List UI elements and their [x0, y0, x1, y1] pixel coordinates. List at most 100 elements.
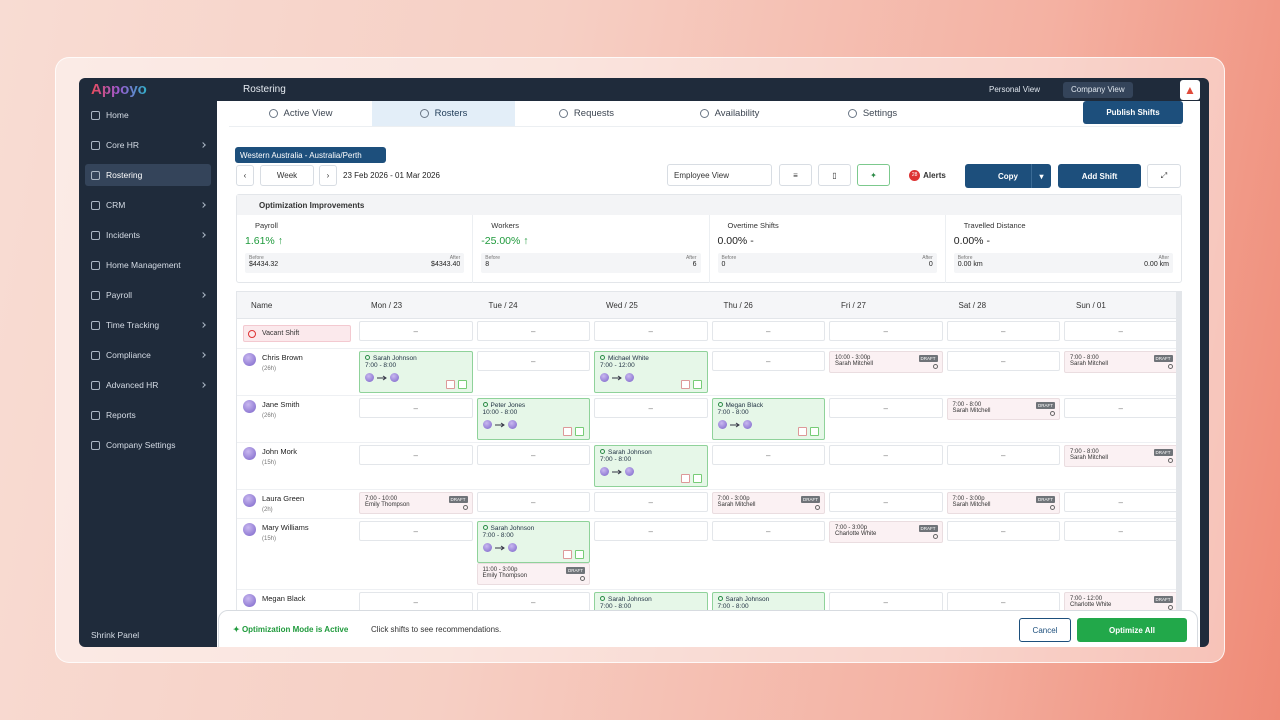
nav-item[interactable]: Compliance — [85, 344, 211, 366]
nav-item[interactable]: Core HR — [85, 134, 211, 156]
shrink-panel[interactable]: Shrink Panel — [91, 630, 140, 640]
cancel-button[interactable]: Cancel — [1019, 618, 1071, 642]
arrow — [494, 422, 506, 428]
nav-item[interactable]: Payroll — [85, 284, 211, 306]
empty-slot[interactable]: – — [1064, 398, 1178, 418]
range-select[interactable]: Week — [260, 165, 314, 186]
empty-slot[interactable]: – — [1064, 492, 1178, 512]
empty-slot[interactable]: – — [1064, 521, 1178, 541]
nav-item[interactable]: Advanced HR — [85, 374, 211, 396]
company-view[interactable]: Company View — [1063, 82, 1133, 98]
tab[interactable]: Settings — [801, 101, 944, 126]
accept-button[interactable] — [575, 427, 584, 436]
personal-view[interactable]: Personal View — [989, 85, 1040, 94]
nav-item[interactable]: Incidents — [85, 224, 211, 246]
suggestion-card[interactable]: Peter Jones 10:00 - 8:00 — [476, 398, 590, 440]
draft-card[interactable]: 7:00 - 3:00p Sarah Mitchell DRAFT — [946, 492, 1060, 514]
nav-item[interactable]: Time Tracking — [85, 314, 211, 336]
empty-slot[interactable]: – — [359, 521, 473, 541]
view-select[interactable]: Employee View — [667, 164, 772, 186]
draft-card[interactable]: 7:00 - 8:00 Sarah Mitchell DRAFT — [946, 398, 1060, 420]
empty-slot[interactable]: – — [829, 445, 943, 465]
accept-button[interactable] — [575, 550, 584, 559]
accept-button[interactable] — [810, 427, 819, 436]
empty-slot[interactable]: – — [476, 351, 590, 371]
empty-slot[interactable]: – — [476, 445, 590, 465]
nav-item[interactable]: Home — [85, 104, 211, 126]
empty-slot[interactable]: – — [711, 321, 825, 341]
add-shift-button[interactable]: Add Shift — [1058, 164, 1141, 188]
draft-card[interactable]: 7:00 - 3:00p Charlotte White DRAFT — [829, 521, 943, 543]
suggestion-card[interactable]: Megan Black 7:00 - 8:00 — [711, 398, 825, 440]
timezone-select[interactable]: Western Australia - Australia/Perth — [235, 147, 386, 163]
empty-slot[interactable]: – — [946, 351, 1060, 371]
publish-button[interactable]: Publish Shifts — [1083, 101, 1183, 124]
empty-slot[interactable]: – — [594, 321, 708, 341]
empty-slot[interactable]: – — [1064, 321, 1178, 341]
empty-slot[interactable]: – — [476, 492, 590, 512]
empty-slot[interactable]: – — [829, 492, 943, 512]
empty-slot[interactable]: – — [711, 445, 825, 465]
nav-item[interactable]: Reports — [85, 404, 211, 426]
empty-slot[interactable]: – — [359, 445, 473, 465]
alerts[interactable]: 28 Alerts — [897, 164, 958, 186]
suggestion-card[interactable]: Sarah Johnson 7:00 - 8:00 — [711, 592, 825, 610]
draft-card[interactable]: 7:00 - 8:00 Sarah Mitchell DRAFT — [1064, 351, 1178, 373]
draft-card[interactable]: 7:00 - 12:00 Charlotte White DRAFT — [1064, 592, 1178, 610]
empty-slot[interactable]: – — [594, 521, 708, 541]
reject-button[interactable] — [680, 474, 690, 483]
empty-slot[interactable]: – — [946, 521, 1060, 541]
suggestion-card[interactable]: Sarah Johnson 7:00 - 8:00 — [476, 521, 590, 563]
draft-card[interactable]: 10:00 - 3:00p Sarah Mitchell DRAFT — [829, 351, 943, 373]
draft-card[interactable]: 7:00 - 3:00p Sarah Mitchell DRAFT — [711, 492, 825, 514]
suggestion-card[interactable]: Michael White 7:00 - 12:00 — [594, 351, 708, 393]
nav-item[interactable]: Company Settings — [85, 434, 211, 456]
empty-slot[interactable]: – — [359, 592, 473, 610]
accept-button[interactable] — [692, 474, 702, 483]
draft-card[interactable]: 11:00 - 3:00p Emily Thompson DRAFT — [476, 563, 590, 585]
draft-card[interactable]: 7:00 - 10:00 Emily Thompson DRAFT — [359, 492, 473, 514]
empty-slot[interactable]: – — [829, 398, 943, 418]
suggestion-card[interactable]: Sarah Johnson 7:00 - 8:00 — [594, 592, 708, 610]
reject-button[interactable] — [680, 380, 690, 389]
expand-button[interactable]: ⤢ — [1147, 164, 1181, 188]
suggestion-card[interactable]: Sarah Johnson 7:00 - 8:00 — [359, 351, 473, 393]
filter-button[interactable]: ≡ — [779, 164, 812, 186]
empty-slot[interactable]: – — [829, 321, 943, 341]
empty-slot[interactable]: – — [711, 351, 825, 371]
empty-slot[interactable]: – — [946, 445, 1060, 465]
empty-slot[interactable]: – — [946, 321, 1060, 341]
optimize-button[interactable]: ✦ — [857, 164, 890, 186]
reject-button[interactable] — [563, 427, 572, 436]
user-avatar[interactable]: ▲ — [1180, 80, 1200, 100]
tab[interactable]: Rosters — [372, 101, 515, 126]
empty-slot[interactable]: – — [359, 321, 473, 341]
prev-button[interactable]: ‹ — [236, 165, 254, 186]
empty-slot[interactable]: – — [829, 592, 943, 610]
accept-button[interactable] — [457, 380, 467, 389]
empty-slot[interactable]: – — [476, 592, 590, 610]
empty-slot[interactable]: – — [359, 398, 473, 418]
suggestion-card[interactable]: Sarah Johnson 7:00 - 8:00 — [594, 445, 708, 487]
device-button[interactable]: ▯ — [818, 164, 851, 186]
tab[interactable]: Requests — [515, 101, 658, 126]
nav-item[interactable]: CRM — [85, 194, 211, 216]
optimize-all-button[interactable]: Optimize All — [1077, 618, 1187, 642]
empty-slot[interactable]: – — [594, 492, 708, 512]
nav-item[interactable]: Rostering — [85, 164, 211, 186]
reject-button[interactable] — [798, 427, 807, 436]
draft-card[interactable]: 7:00 - 8:00 Sarah Mitchell DRAFT — [1064, 445, 1178, 467]
reject-button[interactable] — [563, 550, 572, 559]
copy-button[interactable]: Copy ▾ — [965, 164, 1051, 188]
empty-slot[interactable]: – — [476, 321, 590, 341]
tab[interactable]: Availability — [658, 101, 801, 126]
scrollbar[interactable] — [1176, 292, 1181, 610]
accept-button[interactable] — [692, 380, 702, 389]
empty-slot[interactable]: – — [594, 398, 708, 418]
reject-button[interactable] — [445, 380, 455, 389]
empty-slot[interactable]: – — [946, 592, 1060, 610]
nav-item[interactable]: Home Management — [85, 254, 211, 276]
next-button[interactable]: › — [319, 165, 337, 186]
tab[interactable]: Active View — [229, 101, 372, 126]
empty-slot[interactable]: – — [711, 521, 825, 541]
